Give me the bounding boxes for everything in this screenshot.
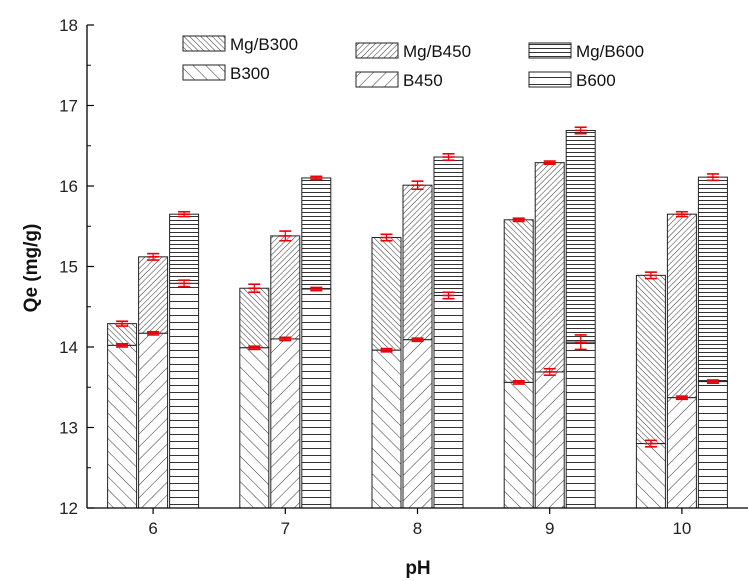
error-bars-layer: [116, 126, 719, 448]
bar-b300-ph10: [635, 443, 666, 509]
y-tick-label: 16: [59, 177, 78, 196]
bars-layer: [107, 129, 728, 509]
error-bar-b300-ph7: [248, 345, 261, 351]
bar-mg-b300-ph8: [371, 237, 402, 351]
legend-swatch: [182, 35, 226, 52]
x-tick-label: 10: [672, 519, 691, 538]
y-tick-label: 12: [59, 499, 78, 518]
error-bar-b300-ph9: [512, 380, 525, 385]
legend-item-b300: B300: [182, 64, 270, 83]
legend-label: Mg/B600: [576, 42, 644, 61]
bar-b600-ph10: [697, 381, 728, 509]
bar-b450-ph7: [270, 338, 301, 509]
bar-mg-b600-ph9: [565, 129, 596, 343]
legend-item-mg-b300: Mg/B300: [182, 35, 298, 54]
error-bar-mg-b300-ph7: [248, 283, 261, 294]
bar-b300-ph9: [503, 381, 534, 509]
bar-b300-ph7: [239, 347, 270, 509]
error-bar-b600-ph9: [574, 334, 587, 351]
y-axis-title: Qe (mg/g): [21, 224, 42, 313]
legend-item-b450: B450: [355, 71, 443, 90]
error-bar-b300-ph6: [116, 342, 129, 348]
error-bar-b450-ph9: [543, 367, 556, 376]
legend-swatch: [182, 64, 226, 81]
bar-mg-b600-ph10: [697, 176, 728, 383]
x-tick-label: 8: [413, 519, 422, 538]
legend-label: Mg/B450: [403, 42, 471, 61]
bar-b450-ph9: [534, 371, 565, 509]
bar-mg-b600-ph6: [169, 213, 200, 284]
error-bar-b300-ph8: [380, 347, 393, 353]
error-bar-b300-ph10: [644, 439, 657, 448]
error-bar-mg-b600-ph8: [442, 153, 455, 162]
bar-b600-ph8: [433, 294, 464, 509]
error-bar-mg-b450-ph8: [411, 180, 424, 191]
error-bar-b600-ph10: [706, 379, 719, 385]
legend-swatch: [355, 42, 399, 59]
y-tick-label: 14: [59, 338, 78, 357]
bar-mg-b600-ph8: [433, 156, 464, 296]
legend-swatch: [528, 42, 572, 59]
error-bar-b450-ph7: [279, 336, 292, 342]
error-bar-b450-ph10: [675, 395, 688, 401]
y-tick-label: 17: [59, 97, 78, 116]
error-bar-mg-b450-ph7: [279, 230, 292, 242]
legend-item-b600: B600: [528, 71, 616, 90]
error-bar-b600-ph8: [442, 291, 455, 300]
y-tick-label: 15: [59, 258, 78, 277]
error-bar-mg-b600-ph6: [178, 210, 191, 218]
legend-label: B450: [403, 71, 443, 90]
error-bar-b450-ph6: [147, 330, 160, 336]
error-bar-mg-b300-ph9: [512, 217, 525, 223]
bar-b300-ph8: [371, 349, 402, 509]
legend: Mg/B300 Mg/B450 Mg/B600 B300 B450 B600: [182, 35, 644, 90]
bar-mg-b450-ph9: [534, 162, 565, 373]
bar-mg-b450-ph6: [138, 256, 169, 334]
error-bar-mg-b450-ph10: [675, 210, 688, 218]
error-bar-b600-ph7: [310, 286, 323, 292]
legend-swatch: [355, 71, 399, 88]
error-bar-mg-b600-ph7: [310, 175, 323, 181]
bar-b450-ph10: [666, 397, 697, 509]
bar-mg-b450-ph10: [666, 213, 697, 399]
legend-label: B600: [576, 71, 616, 90]
legend-item-mg-b600: Mg/B600: [528, 42, 644, 61]
error-bar-mg-b300-ph8: [380, 233, 393, 242]
axes-layer: 12 13 14 15 16 17 18 6 7 8 9 10: [59, 16, 748, 538]
error-bar-b450-ph8: [411, 337, 424, 343]
x-axis-title: pH: [405, 558, 430, 579]
bar-b450-ph6: [138, 332, 169, 509]
y-tick-label: 13: [59, 419, 78, 438]
error-bar-mg-b300-ph10: [644, 271, 657, 280]
error-bar-mg-b600-ph10: [706, 173, 719, 182]
bar-b600-ph7: [301, 288, 332, 509]
legend-label: B300: [230, 64, 270, 83]
legend-item-mg-b450: Mg/B450: [355, 42, 471, 61]
x-tick-label: 6: [148, 519, 157, 538]
error-bar-b600-ph6: [178, 279, 191, 288]
error-bar-mg-b300-ph6: [116, 320, 129, 327]
y-tick-label: 18: [59, 16, 78, 35]
x-tick-label: 9: [545, 519, 554, 538]
bar-mg-b300-ph7: [239, 287, 270, 349]
error-bar-mg-b450-ph6: [147, 252, 160, 261]
bar-mg-b300-ph6: [107, 323, 138, 346]
legend-swatch: [528, 71, 572, 88]
legend-label: Mg/B300: [230, 35, 298, 54]
bar-b600-ph9: [565, 341, 596, 509]
bar-mg-b450-ph7: [270, 235, 301, 340]
bar-mg-b450-ph8: [402, 184, 433, 341]
error-bar-mg-b600-ph9: [574, 126, 587, 135]
x-tick-label: 7: [281, 519, 290, 538]
error-bar-mg-b450-ph9: [543, 160, 556, 166]
bar-mg-b300-ph9: [503, 219, 534, 383]
bar-mg-b600-ph7: [301, 177, 332, 290]
bar-mg-b300-ph10: [635, 274, 666, 445]
bar-b300-ph6: [107, 344, 138, 509]
bar-b600-ph6: [169, 282, 200, 509]
bar-b450-ph8: [402, 339, 433, 509]
